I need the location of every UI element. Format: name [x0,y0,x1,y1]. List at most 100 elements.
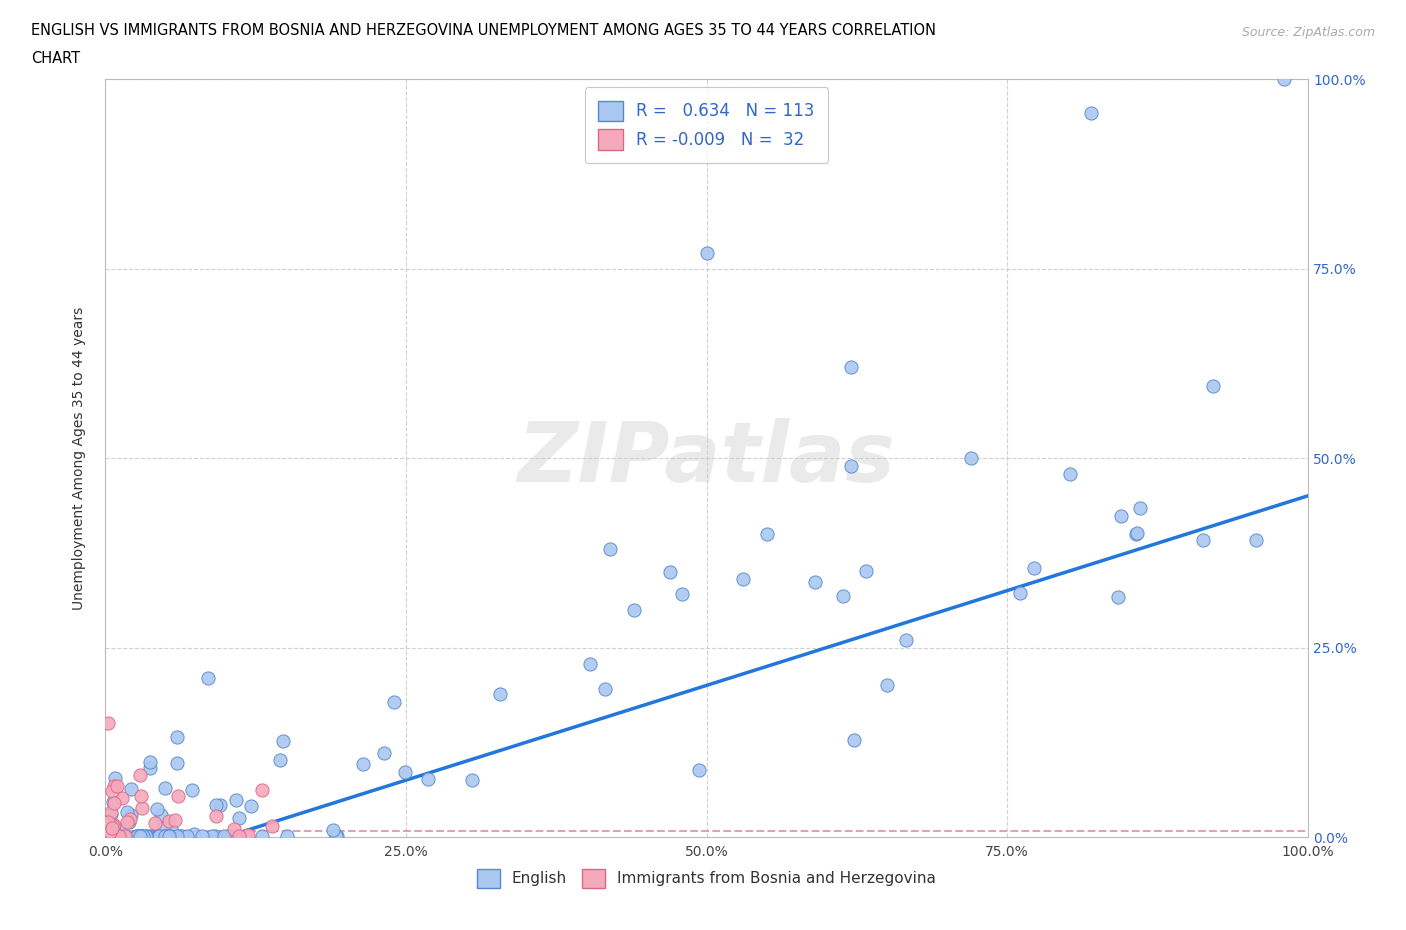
Point [149,808,172,823]
Point [855,564,877,578]
Point [128,829,150,844]
Point [132,829,155,844]
Point [322,822,344,837]
Point [162,829,184,844]
Point [103,795,125,810]
Point [461,773,484,788]
Point [141,829,163,844]
Point [104,771,127,786]
Point [101,783,124,798]
Point [97,825,120,840]
Point [1107,590,1129,604]
Point [124,829,146,844]
Point [382,695,405,710]
Text: ZIPatlas: ZIPatlas [517,418,896,498]
Point [136,829,159,844]
Point [1272,72,1295,86]
Point [129,829,152,844]
Point [146,802,169,817]
Point [100,806,122,821]
Point [163,813,186,828]
Point [1010,585,1032,600]
Point [595,682,617,697]
Point [276,829,298,844]
Point [416,772,439,787]
Point [842,733,865,748]
Point [108,829,131,844]
Point [135,829,157,844]
Point [260,818,283,833]
Point [671,587,693,602]
Point [166,729,188,744]
Point [1080,106,1102,121]
Point [894,632,917,647]
Point [103,818,125,833]
Point [169,829,191,844]
Text: CHART: CHART [31,51,80,66]
Point [373,746,395,761]
Point [1125,527,1147,542]
Point [127,829,149,844]
Point [325,829,347,844]
Point [1246,533,1268,548]
Point [139,761,162,776]
Point [269,752,291,767]
Point [108,829,131,844]
Point [236,827,259,842]
Text: ENGLISH VS IMMIGRANTS FROM BOSNIA AND HERZEGOVINA UNEMPLOYMENT AMONG AGES 35 TO : ENGLISH VS IMMIGRANTS FROM BOSNIA AND HE… [31,23,936,38]
Point [96,829,118,844]
Point [128,767,150,782]
Point [218,829,240,844]
Point [579,657,602,671]
Point [394,765,416,780]
Point [183,827,205,842]
Point [208,798,231,813]
Point [804,575,827,590]
Point [108,829,131,844]
Point [1022,560,1045,575]
Point [98,823,121,838]
Point [114,829,136,844]
Point [176,829,198,844]
Point [129,829,152,844]
Point [250,829,273,844]
Point [217,829,239,844]
Point [152,829,174,844]
Point [157,814,180,829]
Point [271,734,294,749]
Point [97,716,120,731]
Point [659,565,682,579]
Point [155,829,177,844]
Point [101,829,124,844]
Point [117,804,139,819]
Point [129,789,152,804]
Point [228,811,250,826]
Point [156,829,179,844]
Point [180,783,202,798]
Point [117,815,139,830]
Point [103,779,125,794]
Point [201,829,224,844]
Point [960,451,983,466]
Point [120,807,142,822]
Point [205,798,228,813]
Point [731,572,754,587]
Point [155,829,177,844]
Point [214,829,236,844]
Legend: English, Immigrants from Bosnia and Herzegovina: English, Immigrants from Bosnia and Herz… [471,863,942,894]
Point [222,821,245,836]
Point [228,829,250,844]
Point [876,678,898,693]
Point [688,763,710,777]
Point [352,757,374,772]
Point [489,687,512,702]
Point [101,829,124,844]
Point [115,815,138,830]
Point [1129,500,1152,515]
Point [839,458,862,473]
Point [224,829,246,844]
Point [191,829,214,844]
Point [148,829,170,844]
Point [755,526,778,541]
Point [143,815,166,830]
